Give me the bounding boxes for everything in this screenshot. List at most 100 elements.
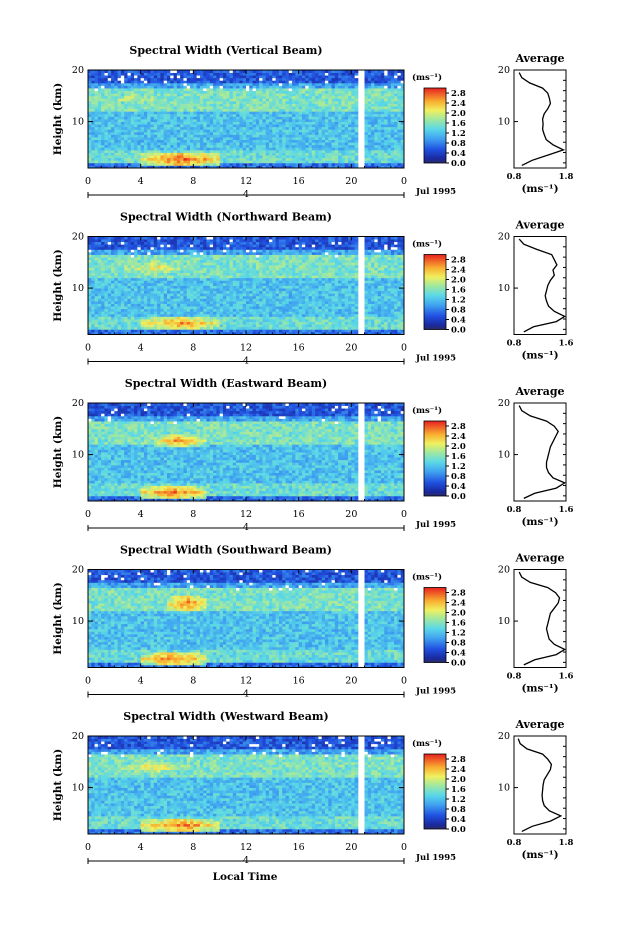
heatmap-cell (170, 319, 174, 323)
heatmap-cell (97, 142, 102, 146)
heatmap-cell (275, 162, 280, 166)
heatmap-cell (269, 72, 273, 76)
heatmap-cell (147, 262, 151, 266)
average-profile-line (518, 72, 566, 166)
heatmap-cell (377, 72, 382, 76)
heatmap-cell (114, 259, 119, 263)
heatmap-cell (176, 249, 181, 253)
heatmap-cell (163, 142, 168, 146)
heatmap-cell (180, 267, 184, 271)
heatmap-cell (176, 144, 181, 148)
heatmap-cell (193, 85, 198, 89)
heatmap-cell (97, 121, 102, 125)
heatmap-cell (107, 251, 112, 255)
heatmap-cell (377, 85, 382, 89)
heatmap-cell (147, 264, 151, 268)
heatmap-cell (176, 85, 181, 89)
heatmap-cell (341, 160, 346, 164)
heatmap-cell (117, 108, 122, 112)
heatmap-cell (298, 77, 303, 81)
heatmap-cell (311, 124, 316, 128)
heatmap-cell (397, 103, 402, 107)
heatmap-cell (127, 103, 132, 107)
heatmap-cell (127, 126, 132, 130)
heatmap-cell (147, 129, 151, 133)
heatmap-cell (298, 93, 303, 97)
heatmap-cell (315, 100, 319, 104)
heatmap-cell (127, 288, 132, 292)
heatmap-cell (338, 157, 342, 161)
heatmap-cell (377, 113, 382, 117)
heatmap-cell (364, 116, 369, 120)
heatmap-cell (97, 155, 102, 159)
heatmap-cell (183, 165, 188, 169)
heatmap-cell (88, 254, 92, 258)
heatmap-cell (124, 93, 128, 97)
heatmap-cell (160, 270, 165, 274)
heatmap-cell (150, 246, 155, 250)
heatmap-cell (348, 100, 352, 104)
heatmap-cell (341, 162, 346, 166)
heatmap-cell (190, 108, 194, 112)
heatmap-cell (331, 113, 336, 117)
heatmap-cell (295, 77, 300, 81)
heatmap-cell (124, 85, 128, 89)
heatmap-cell (321, 131, 326, 135)
heatmap-cell (176, 275, 181, 279)
heatmap-cell (176, 257, 181, 261)
heatmap-cell (311, 149, 316, 153)
heatmap-cell (262, 149, 267, 153)
heatmap-cell (94, 264, 99, 268)
heatmap-cell (252, 116, 257, 120)
heatmap-cell (344, 88, 349, 92)
heatmap-cell (160, 321, 165, 325)
heatmap-cell (252, 124, 257, 128)
heatmap-cell (140, 285, 145, 289)
heatmap-cell (111, 85, 115, 89)
heatmap-cell (91, 75, 95, 79)
heatmap-cell (104, 98, 109, 102)
heatmap-cell (180, 77, 184, 81)
heatmap-cell (140, 70, 145, 73)
heatmap-cell (101, 98, 105, 102)
heatmap-cell (127, 149, 132, 153)
heatmap-cell (341, 75, 346, 79)
heatmap-cell (137, 249, 142, 253)
heatmap-cell (193, 160, 198, 164)
heatmap-cell (140, 313, 145, 317)
heatmap-cell (163, 100, 168, 104)
heatmap-cell (255, 95, 260, 99)
heatmap-cell (124, 126, 128, 130)
heatmap-cell (137, 85, 142, 89)
heatmap-cell (157, 75, 161, 79)
heatmap-cell (298, 116, 303, 120)
heatmap-cell (94, 85, 99, 89)
heatmap-cell (367, 152, 372, 156)
heatmap-cell (344, 137, 349, 141)
heatmap-cell (120, 275, 125, 279)
heatmap-cell (150, 129, 155, 133)
heatmap-cell (193, 275, 198, 279)
heatmap-cell (147, 308, 151, 312)
heatmap-cell (91, 259, 95, 263)
heatmap-cell (308, 162, 313, 166)
heatmap-cell (278, 70, 283, 73)
heatmap-cell (134, 119, 138, 122)
heatmap-cell (120, 134, 125, 138)
heatmap-cell (397, 160, 402, 164)
heatmap-cell (97, 272, 102, 276)
heatmap-cell (153, 124, 158, 128)
heatmap-cell (371, 108, 375, 112)
heatmap-cell (199, 149, 204, 153)
heatmap-cell (137, 113, 142, 117)
heatmap-cell (351, 121, 356, 125)
heatmap-cell (143, 75, 148, 79)
heatmap-cell (160, 303, 165, 307)
heatmap-cell (371, 119, 375, 122)
heatmap-cell (137, 121, 142, 125)
heatmap-cell (232, 75, 237, 79)
heatmap-cell (226, 139, 230, 143)
heatmap-cell (170, 93, 174, 97)
heatmap-cell (196, 311, 201, 315)
heatmap-cell (259, 160, 263, 164)
